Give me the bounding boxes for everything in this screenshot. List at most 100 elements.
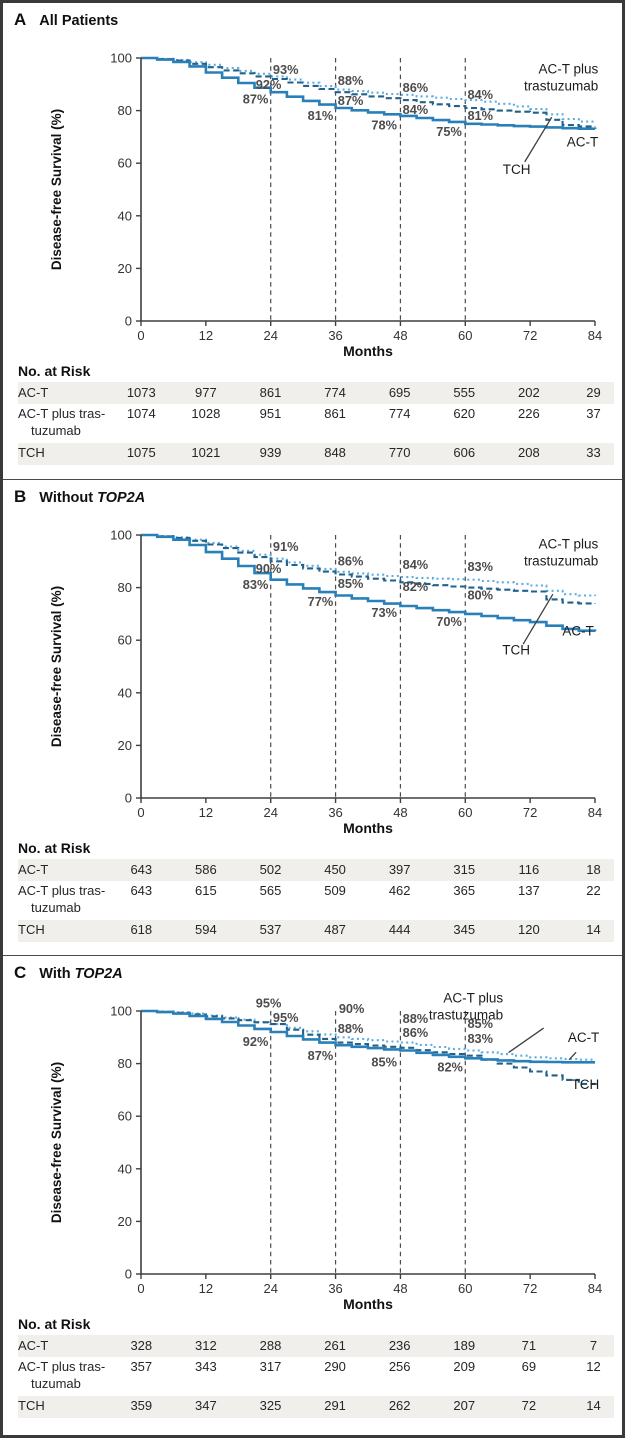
risk-count: 120 (518, 922, 540, 938)
curve-ac-t-plus-trastuzumab (141, 56, 597, 123)
pct-label: 86% (338, 553, 364, 568)
x-tick-label: 84 (588, 1281, 602, 1296)
risk-count: 565 (259, 883, 282, 899)
x-tick-label: 60 (458, 328, 472, 343)
risk-count: 69 (521, 1359, 537, 1375)
risk-table-with-top2a: No. at Risk AC-T 328 312 288 261 236 189 71 7 AC-T… (3, 1314, 622, 1418)
y-tick-label: 100 (110, 51, 132, 66)
survival-chart-with-top2a: 0 20 40 60 80 100 0 12 24 36 48 60 72 84 Months Disease… (49, 991, 602, 1311)
y-tick-label: 0 (125, 314, 132, 329)
risk-row-label: AC-T (18, 861, 49, 877)
pct-label: 91% (273, 539, 299, 554)
series-pointer-line (522, 593, 554, 645)
y-tick-label: 20 (118, 738, 132, 753)
x-tick-label: 0 (137, 1281, 144, 1296)
series-label: AC-T (567, 135, 599, 150)
risk-count: 359 (130, 1398, 153, 1414)
risk-count: 14 (586, 922, 601, 938)
risk-table-title: No. at Risk (18, 1316, 91, 1332)
panel-b-title: Without TOP2A (39, 490, 145, 506)
risk-count: 450 (324, 861, 346, 877)
x-tick-label: 84 (588, 328, 602, 343)
pct-label: 88% (338, 73, 364, 88)
panel-c-header: C With TOP2A (3, 963, 622, 989)
risk-count: 861 (324, 406, 346, 422)
risk-table-title: No. at Risk (18, 363, 91, 379)
curve-tch (141, 56, 597, 128)
series-label: AC-T plus (538, 537, 598, 552)
x-tick-label: 12 (199, 805, 213, 820)
pct-label: 90% (339, 1001, 365, 1016)
panel-b-title-italic: TOP2A (97, 490, 146, 506)
risk-count: 770 (388, 445, 411, 461)
pct-label: 90% (256, 561, 282, 576)
risk-count: 343 (195, 1359, 217, 1375)
risk-row-tch: TCH 1075 1021 939 848 770 606 208 33 (18, 442, 614, 465)
risk-count: 345 (453, 922, 476, 938)
risk-count: 290 (324, 1359, 346, 1375)
risk-count: 71 (521, 1337, 537, 1353)
x-tick-label: 36 (328, 805, 342, 820)
panel-a-title: All Patients (39, 13, 118, 29)
risk-count: 291 (324, 1398, 346, 1414)
risk-count: 116 (518, 861, 540, 877)
risk-count: 14 (586, 1398, 601, 1414)
risk-row-label: AC-T (18, 384, 49, 400)
pct-label: 84% (403, 102, 429, 117)
risk-count: 37 (586, 406, 601, 422)
pct-label: 82% (437, 1060, 463, 1075)
risk-table-without-top2a: No. at Risk AC-T 643 586 502 450 397 315 116 18 AC… (3, 838, 622, 942)
survival-chart-all-patients: 0 20 40 60 80 100 0 12 24 36 48 60 72 84 Months Disease… (49, 51, 602, 359)
panel-a-header: A All Patients (3, 10, 622, 36)
risk-count: 509 (324, 883, 346, 899)
risk-count: 586 (195, 861, 217, 877)
panel-a-letter: A (14, 10, 27, 29)
pct-label: 70% (436, 614, 462, 629)
pct-label: 78% (371, 118, 397, 133)
risk-count: 774 (388, 406, 411, 422)
pct-label: 81% (308, 108, 334, 123)
pct-label: 88% (338, 1021, 364, 1036)
risk-count: 1021 (191, 445, 221, 461)
risk-count: 643 (130, 883, 153, 899)
panel-all-patients: A All Patients 0 20 40 60 80 100 0 12 24 36 48 60 72… (3, 3, 622, 479)
pct-label: 80% (467, 587, 493, 602)
y-tick-label: 80 (118, 580, 132, 595)
risk-count: 365 (453, 883, 476, 899)
pct-label: 75% (436, 124, 462, 139)
panel-c-title-italic: TOP2A (74, 966, 123, 982)
x-tick-label: 0 (137, 805, 144, 820)
risk-count: 137 (518, 883, 540, 899)
risk-count: 209 (453, 1359, 476, 1375)
risk-count: 695 (388, 384, 411, 400)
risk-count: 29 (586, 384, 601, 400)
y-axis-label: Disease-free Survival (%) (49, 586, 64, 747)
y-tick-label: 60 (118, 1109, 132, 1124)
pct-label: 83% (243, 577, 269, 592)
series-pointer-line (568, 1051, 577, 1061)
pct-label: 85% (338, 576, 364, 591)
pct-label: 95% (256, 996, 282, 1011)
series-pointer-line (508, 1027, 545, 1054)
risk-count: 226 (518, 406, 540, 422)
panel-b-header: B Without TOP2A (3, 487, 622, 513)
risk-count: 537 (259, 922, 282, 938)
risk-count: 1075 (126, 445, 156, 461)
pct-label: 87% (243, 91, 269, 106)
x-tick-label: 48 (393, 1281, 407, 1296)
x-tick-label: 60 (458, 805, 472, 820)
series-label: trastuzumab (524, 78, 598, 93)
y-tick-label: 40 (118, 208, 132, 223)
risk-count: 606 (453, 445, 476, 461)
risk-count: 1028 (191, 406, 221, 422)
risk-row-tch: TCH 359 347 325 291 262 207 72 14 (18, 1395, 614, 1418)
risk-row-ac-t: AC-T 643 586 502 450 397 315 116 18 (18, 859, 614, 881)
pct-label: 93% (273, 62, 299, 77)
panel-a-title-text: All Patients (39, 13, 119, 29)
risk-row-label: AC-T (18, 1337, 49, 1353)
risk-count: 202 (518, 384, 540, 400)
risk-count: 444 (388, 922, 411, 938)
pct-label: 95% (273, 1010, 299, 1025)
x-tick-label: 48 (393, 805, 407, 820)
